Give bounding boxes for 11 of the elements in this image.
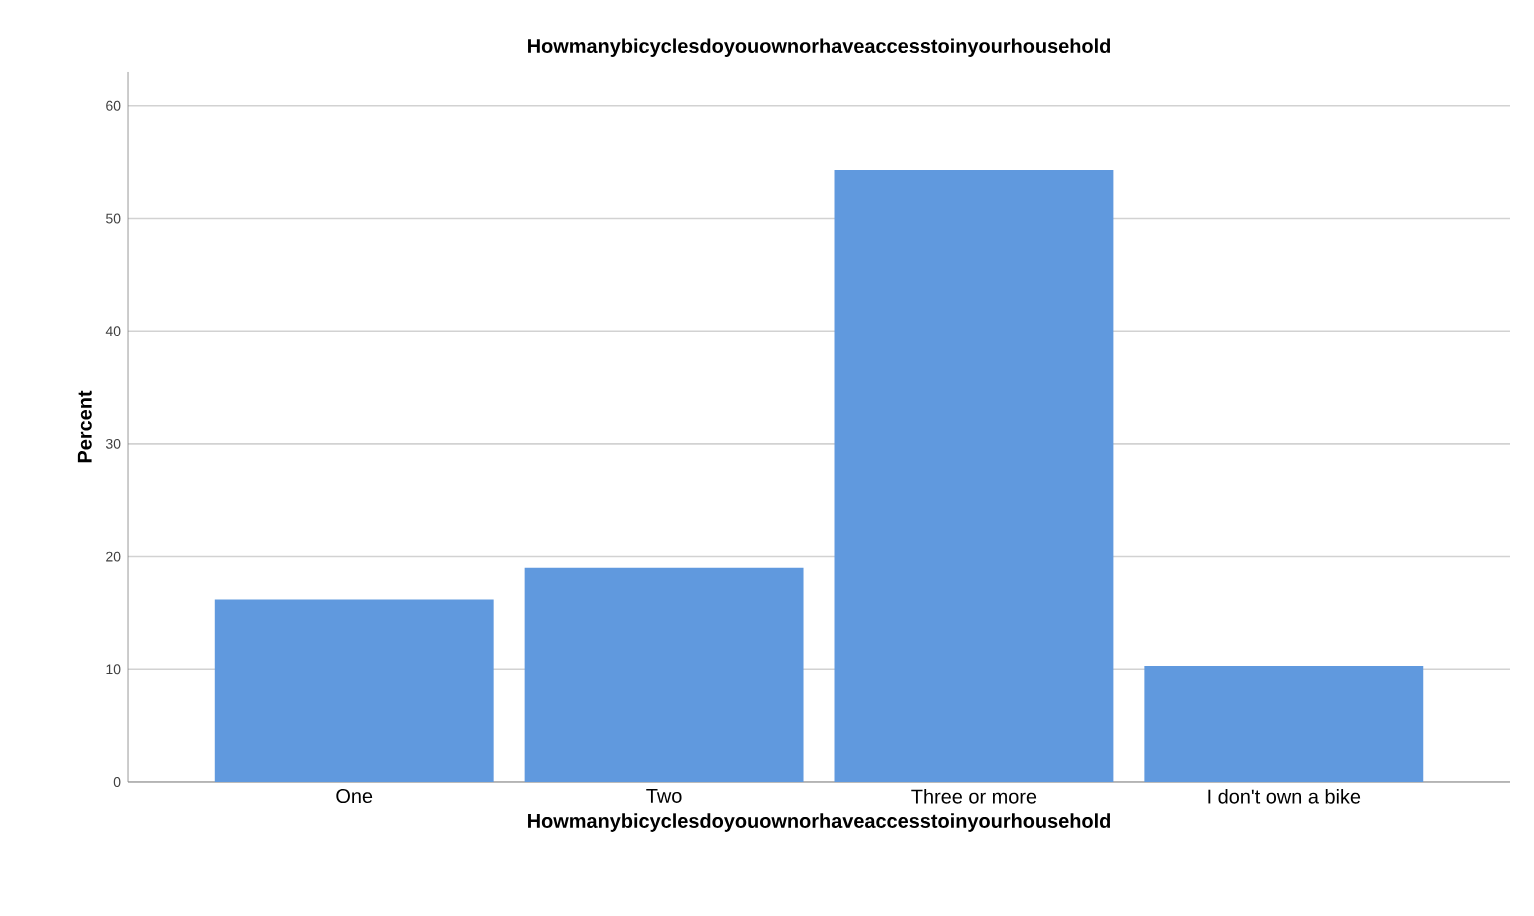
- x-tick-label: I don't own a bike: [1208, 789, 1361, 804]
- bar: [1144, 665, 1424, 782]
- bar: [524, 567, 804, 782]
- x-tick-label: Three or more: [911, 789, 1037, 804]
- x-tick-label: Two: [646, 789, 682, 803]
- x-tick-label: One: [336, 789, 373, 804]
- chart-title: Howmanybicyclesdoyouownorhaveaccesstoinyourhousehold: [528, 38, 1111, 57]
- bar: [834, 170, 1114, 782]
- x-axis-title: Howmanybicyclesdoyouownorhaveaccesstoinyourhousehold: [528, 813, 1111, 832]
- bar: [214, 599, 494, 782]
- y-axis-title: Percent: [77, 390, 92, 463]
